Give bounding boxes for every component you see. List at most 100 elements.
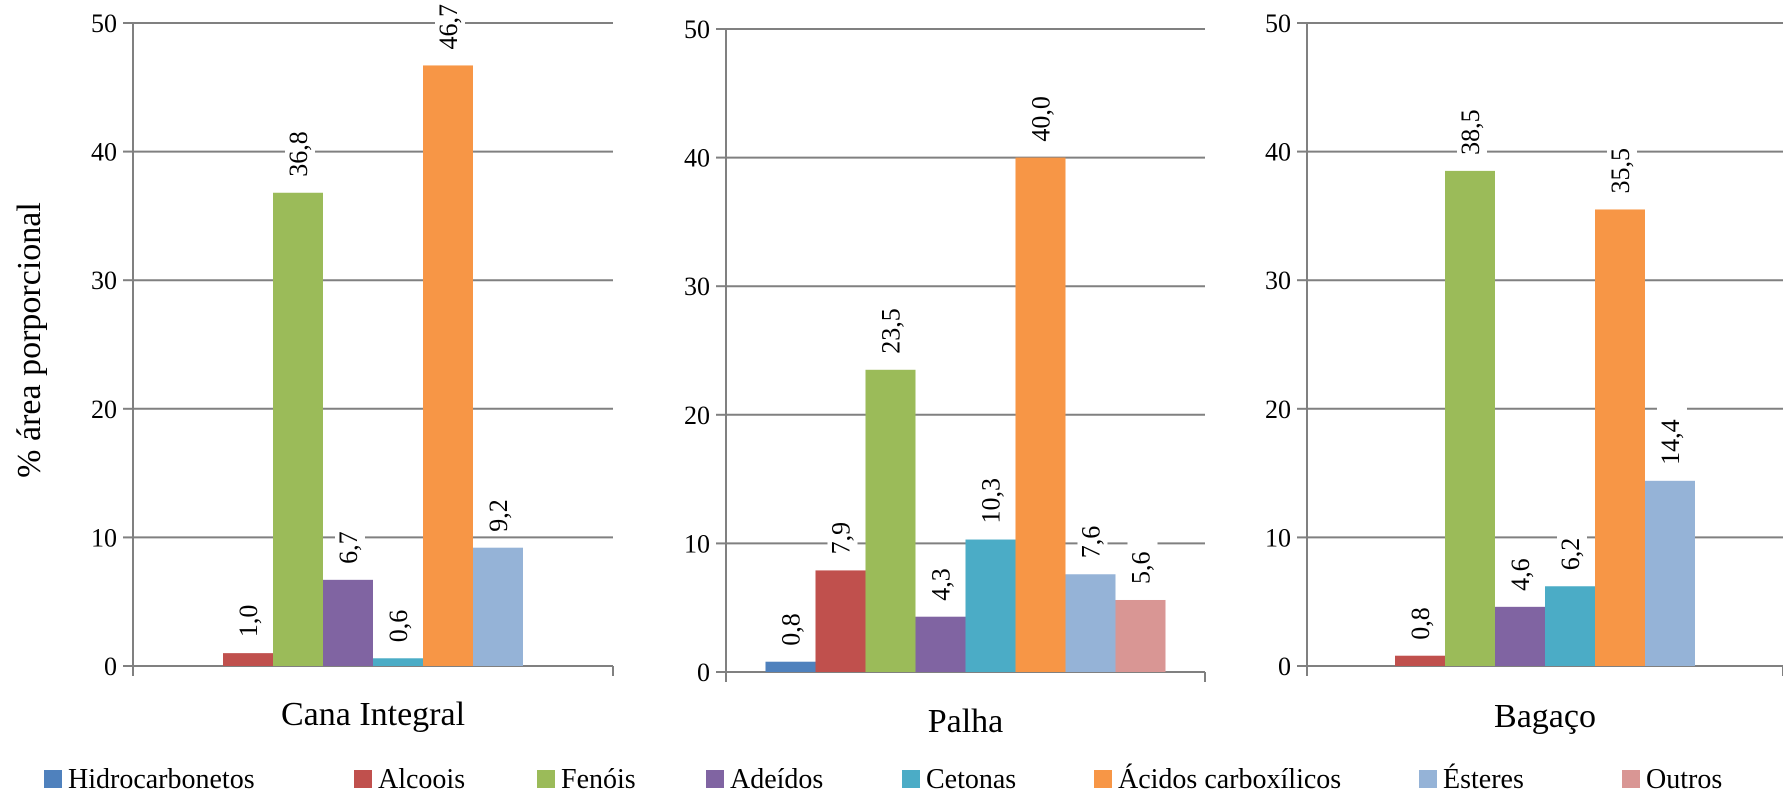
legend-item: Outros <box>1622 764 1722 795</box>
bar-Ácidos carboxílicos <box>423 65 473 667</box>
data-label-bg <box>827 502 858 555</box>
y-tick-label: 20 <box>91 395 117 424</box>
data-label: 9,2 <box>484 499 513 532</box>
category-label: Bagaço <box>1494 698 1596 735</box>
data-label-bg <box>1607 127 1637 194</box>
bar-Adeídos <box>323 579 373 666</box>
data-label-bg <box>1507 538 1537 591</box>
legend-item: Ácidos carboxílicos <box>1094 764 1341 795</box>
y-axis-label: % área porporcional <box>11 202 48 478</box>
legend-label: Alcoois <box>378 764 465 795</box>
legend-label: Hidrocarbonetos <box>68 764 255 795</box>
y-tick-label: 10 <box>91 523 117 552</box>
legend-swatch <box>354 770 372 788</box>
y-tick-label: 30 <box>91 266 117 295</box>
y-tick-label: 50 <box>1265 9 1291 38</box>
data-label: 0,8 <box>777 613 806 646</box>
data-label-bg <box>435 0 465 50</box>
legend-item: Hidrocarbonetos <box>44 764 255 795</box>
y-tick-label: 0 <box>697 658 710 687</box>
bar-Hidrocarbonetos <box>765 661 816 672</box>
legend-swatch <box>1622 770 1640 788</box>
legend-swatch <box>44 770 62 788</box>
data-label: 40,0 <box>1027 96 1056 142</box>
y-tick-label: 40 <box>684 144 710 173</box>
data-label: 14,4 <box>1656 419 1685 465</box>
data-label-bg <box>777 593 808 646</box>
data-label-bg <box>977 457 1008 524</box>
data-label: 4,6 <box>1506 558 1535 591</box>
bar-Alcoois <box>815 570 866 672</box>
bar-Cetonas <box>965 539 1016 672</box>
data-label-bg <box>1557 518 1587 571</box>
legend-label: Ésteres <box>1443 764 1524 795</box>
data-label-bg <box>1457 88 1487 155</box>
data-label: 35,5 <box>1606 148 1635 194</box>
bar-Fenóis <box>1445 170 1495 666</box>
y-tick-label: 50 <box>684 15 710 44</box>
panel-0: 0 10 20 30 40 50 1,0 36,8 6,7 0,6 46,7 9,2 Cana Inte… <box>91 0 614 733</box>
legend-label: Cetonas <box>926 764 1016 795</box>
bar-Ésteres <box>473 547 523 666</box>
legend: Hidrocarbonetos Alcoois Fenóis Adeídos Ceton… <box>44 764 1722 795</box>
legend-label: Adeídos <box>730 764 823 795</box>
data-label-bg <box>1027 75 1058 142</box>
data-label: 46,7 <box>434 4 463 50</box>
data-label: 10,3 <box>977 478 1006 524</box>
legend-item: Fenóis <box>537 764 636 795</box>
data-label-bg <box>927 548 958 601</box>
legend-item: Adeídos <box>706 764 823 795</box>
bar-Ésteres <box>1065 574 1116 672</box>
y-tick-label: 20 <box>684 401 710 430</box>
y-tick-label: 30 <box>684 272 710 301</box>
legend-label: Fenóis <box>561 764 636 795</box>
data-label-bg <box>1657 398 1687 465</box>
data-label-bg <box>1407 587 1437 640</box>
bar-Adeídos <box>915 616 966 672</box>
data-label: 6,7 <box>334 531 363 564</box>
y-tick-label: 40 <box>1265 138 1291 167</box>
y-tick-label: 0 <box>104 652 117 681</box>
bar-Cetonas <box>1545 586 1595 666</box>
y-tick-label: 30 <box>1265 266 1291 295</box>
data-label-bg <box>485 479 515 532</box>
legend-item: Cetonas <box>902 764 1016 795</box>
bar-Adeídos <box>1495 606 1545 666</box>
data-label: 7,6 <box>1077 526 1106 559</box>
data-label-bg <box>1077 506 1108 559</box>
bar-Ésteres <box>1645 480 1695 666</box>
bar-Alcoois <box>1395 655 1445 666</box>
legend-label: Ácidos carboxílicos <box>1118 764 1341 795</box>
y-tick-label: 40 <box>91 138 117 167</box>
legend-swatch <box>1094 770 1112 788</box>
bar-Alcoois <box>223 653 273 666</box>
data-label-bg <box>385 590 415 643</box>
data-label-bg <box>285 110 315 177</box>
data-label: 23,5 <box>877 308 906 354</box>
y-tick-label: 50 <box>91 9 117 38</box>
data-label-bg <box>235 585 265 638</box>
legend-item: Alcoois <box>354 764 465 795</box>
y-tick-label: 10 <box>1265 523 1291 552</box>
bar-Cetonas <box>373 658 423 666</box>
data-label: 5,6 <box>1127 551 1156 584</box>
legend-swatch <box>902 770 920 788</box>
bar-Ácidos carboxílicos <box>1015 157 1066 673</box>
data-label: 1,0 <box>234 605 263 638</box>
panel-2: 0 10 20 30 40 50 0,8 38,5 4,6 6,2 35,5 14,4 Bagaço <box>1265 9 1783 735</box>
bar-Ácidos carboxílicos <box>1595 209 1645 666</box>
data-label: 0,8 <box>1406 607 1435 640</box>
legend-label: Outros <box>1646 764 1722 795</box>
data-label-bg <box>335 511 365 564</box>
legend-swatch <box>1419 770 1437 788</box>
legend-item: Ésteres <box>1419 764 1524 795</box>
data-label-bg <box>877 287 908 354</box>
legend-swatch <box>537 770 555 788</box>
category-label: Cana Integral <box>281 696 465 733</box>
y-tick-label: 20 <box>1265 395 1291 424</box>
data-label: 0,6 <box>384 610 413 643</box>
data-label-bg <box>1127 531 1158 584</box>
chart-panels: 0 10 20 30 40 50 1,0 36,8 6,7 0,6 46,7 9,2 Cana Inte… <box>91 0 1783 740</box>
data-label: 4,3 <box>927 568 956 601</box>
